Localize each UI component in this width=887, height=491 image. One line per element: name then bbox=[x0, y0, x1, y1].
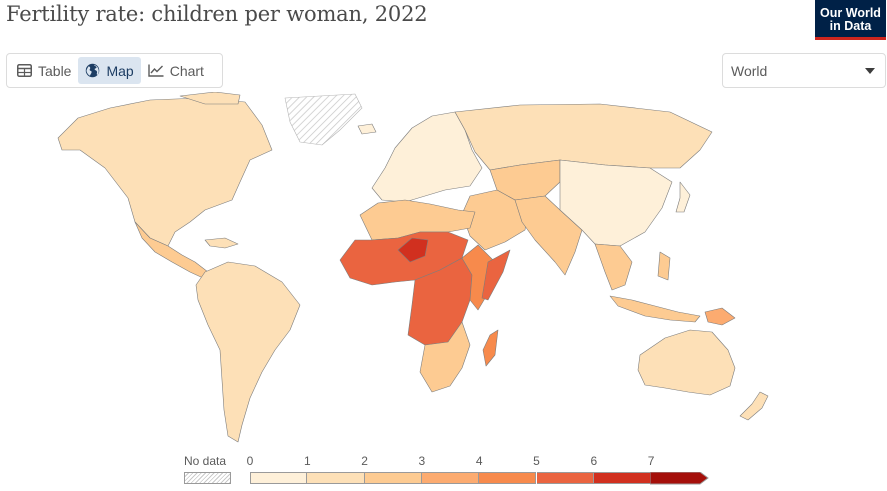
table-icon bbox=[17, 64, 32, 77]
legend-tick-label: 2 bbox=[361, 454, 368, 468]
legend-tick-label: 3 bbox=[418, 454, 426, 468]
legend-bin-5-6[interactable] bbox=[536, 472, 594, 484]
region-iceland[interactable] bbox=[357, 123, 377, 135]
line-chart-icon bbox=[148, 64, 164, 77]
legend-bin-2-3[interactable] bbox=[364, 472, 422, 484]
legend-bin-1-2[interactable] bbox=[307, 472, 365, 484]
region-europe[interactable] bbox=[371, 111, 483, 203]
region-philippines[interactable] bbox=[657, 251, 671, 281]
region-russia[interactable] bbox=[454, 103, 713, 171]
no-data-label: No data bbox=[184, 454, 227, 468]
region-japan[interactable] bbox=[675, 181, 691, 213]
legend-bin-7-plus[interactable] bbox=[650, 472, 710, 486]
logo-line-1: Our World bbox=[820, 6, 881, 20]
page-title: Fertility rate: children per woman, 2022 bbox=[6, 2, 428, 26]
world-map[interactable] bbox=[0, 92, 887, 450]
legend-tick-label: 1 bbox=[303, 454, 311, 468]
region-madagascar[interactable] bbox=[482, 329, 499, 367]
view-tabs: Table Map Chart bbox=[6, 53, 223, 88]
legend-tick-label: 7 bbox=[647, 454, 655, 468]
tab-map-label: Map bbox=[106, 62, 134, 79]
region-east-asia[interactable] bbox=[559, 159, 673, 247]
region-select-value: World bbox=[731, 62, 768, 79]
region-sahel[interactable] bbox=[339, 231, 469, 286]
legend-bin-0-1[interactable] bbox=[250, 472, 308, 484]
region-south-america[interactable] bbox=[195, 261, 301, 443]
tab-map[interactable]: Map bbox=[78, 57, 141, 84]
globe-icon bbox=[86, 63, 100, 78]
region-indonesia[interactable] bbox=[609, 295, 701, 323]
region-niger[interactable] bbox=[397, 237, 429, 263]
region-greenland[interactable] bbox=[284, 93, 363, 146]
no-data-swatch[interactable] bbox=[184, 472, 231, 484]
region-somalia[interactable] bbox=[481, 249, 511, 301]
logo-line-2: in Data bbox=[829, 19, 872, 33]
color-legend: No data 0 1 2 3 4 5 6 7 bbox=[0, 450, 887, 491]
region-papua-new-guinea[interactable] bbox=[704, 307, 736, 326]
legend-tick-label: 4 bbox=[475, 454, 483, 468]
legend-bin-6-7[interactable] bbox=[593, 472, 652, 484]
region-southeast-asia[interactable] bbox=[594, 243, 633, 291]
tab-table-label: Table bbox=[38, 62, 72, 79]
region-southern-africa[interactable] bbox=[419, 321, 471, 393]
region-south-asia[interactable] bbox=[514, 195, 583, 276]
owid-logo[interactable]: Our World in Data bbox=[815, 0, 886, 40]
region-north-america[interactable] bbox=[57, 97, 273, 247]
legend-bin-3-4[interactable] bbox=[421, 472, 480, 484]
legend-tick-label: 5 bbox=[533, 454, 540, 468]
legend-tick-label: 6 bbox=[590, 454, 598, 468]
region-caribbean[interactable] bbox=[204, 237, 239, 249]
legend-bin-4-5[interactable] bbox=[479, 472, 537, 484]
legend-tick-label: 0 bbox=[246, 454, 254, 468]
region-australia[interactable] bbox=[637, 329, 736, 396]
region-select[interactable]: World bbox=[722, 53, 886, 88]
caret-down-icon bbox=[865, 67, 875, 74]
tab-table[interactable]: Table bbox=[10, 57, 78, 84]
region-new-zealand[interactable] bbox=[739, 391, 769, 421]
tab-chart-label: Chart bbox=[169, 62, 204, 79]
region-canadian-arctic[interactable] bbox=[179, 92, 241, 105]
tab-chart[interactable]: Chart bbox=[141, 57, 211, 84]
